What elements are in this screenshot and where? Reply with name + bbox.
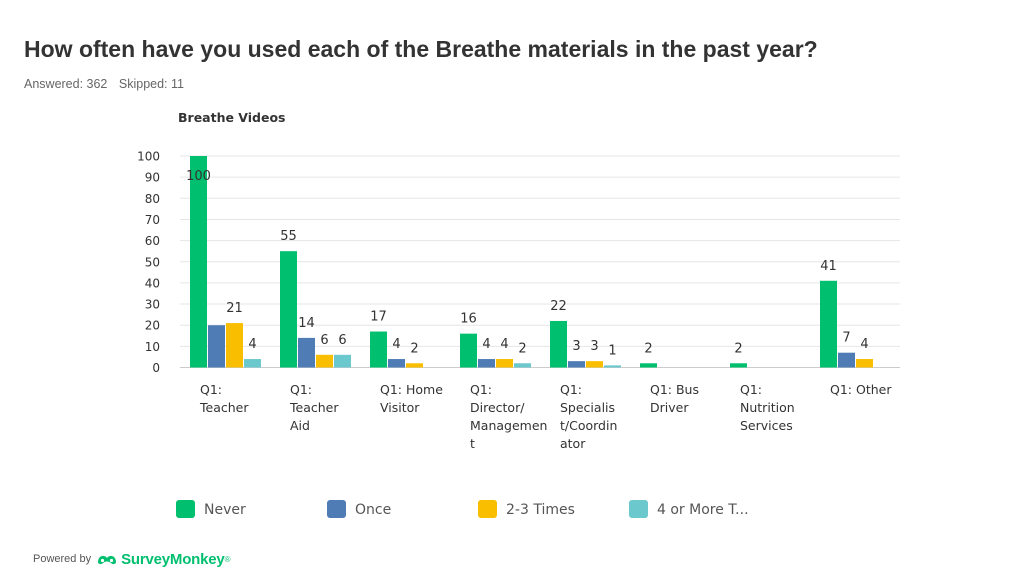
data-label: 1 xyxy=(608,343,616,358)
footer: Powered by SurveyMonkey ® xyxy=(33,548,230,570)
data-label: 4 xyxy=(500,337,508,352)
y-tick-label: 70 xyxy=(145,213,160,227)
bar xyxy=(838,352,855,368)
data-label: 3 xyxy=(572,339,580,354)
answered-count: Answered: 362 xyxy=(24,77,108,91)
y-tick-label: 0 xyxy=(152,361,160,375)
bar xyxy=(496,359,513,368)
bar xyxy=(370,331,387,368)
x-tick-label: Q1: Director/Managemen t xyxy=(470,382,547,451)
gridlines xyxy=(180,155,900,368)
y-tick-label: 30 xyxy=(145,298,160,312)
bar xyxy=(208,325,225,368)
data-label: 6 xyxy=(338,333,346,348)
bar xyxy=(478,359,495,368)
y-tick-label: 100 xyxy=(137,150,160,164)
data-label: 2 xyxy=(644,341,652,356)
data-label: 4 xyxy=(248,337,256,352)
legend-label: 2-3 Times xyxy=(506,502,575,518)
data-label: 14 xyxy=(298,316,315,331)
brand-name: SurveyMonkey xyxy=(121,550,225,568)
bar xyxy=(640,363,657,368)
x-tick-label: Q1: Home Visitor xyxy=(380,382,443,415)
surveymonkey-brand: SurveyMonkey ® xyxy=(96,551,230,568)
y-tick-label: 60 xyxy=(145,234,160,248)
x-tick-label: Q1: Teacher Aid xyxy=(289,382,339,433)
bar xyxy=(226,323,243,368)
skipped-count: Skipped: 11 xyxy=(118,77,184,91)
legend-item: 2-3 Times xyxy=(478,500,575,518)
data-label: 2 xyxy=(518,341,526,356)
x-tick-label: Q1: Specialis t/Coordin ator xyxy=(560,382,617,451)
trademark: ® xyxy=(224,554,231,564)
bar xyxy=(316,354,333,368)
data-label: 55 xyxy=(280,229,297,244)
legend-swatch xyxy=(478,500,497,518)
page-title: How often have you used each of the Brea… xyxy=(24,36,818,62)
legend-swatch xyxy=(327,500,346,518)
data-label: 4 xyxy=(860,337,868,352)
powered-by-text: Powered by xyxy=(33,553,92,565)
surveymonkey-logo-icon xyxy=(98,555,117,565)
data-label: 16 xyxy=(460,312,477,327)
legend-label: Never xyxy=(204,502,246,518)
legend-label: 4 or More T... xyxy=(657,502,749,518)
data-label: 41 xyxy=(820,259,837,274)
data-label: 4 xyxy=(392,337,400,352)
y-tick-label: 90 xyxy=(145,171,160,185)
data-label: 21 xyxy=(226,301,243,316)
bar xyxy=(388,359,405,368)
y-axis-ticks: 0 10 20 30 40 50 60 70 80 90 100 xyxy=(137,150,160,376)
legend-swatch xyxy=(629,500,648,518)
data-label: 22 xyxy=(550,299,567,314)
data-label: 4 xyxy=(482,337,490,352)
data-label: 17 xyxy=(370,310,387,325)
data-label: 2 xyxy=(410,341,418,356)
x-tick-label: Q1: Nutrition Services xyxy=(740,382,795,433)
bar xyxy=(730,363,747,368)
y-tick-label: 10 xyxy=(145,340,160,354)
legend-swatch xyxy=(176,500,195,518)
x-tick-label: Q1: Other xyxy=(830,382,892,397)
bar xyxy=(856,359,873,368)
bar xyxy=(604,365,621,368)
legend-item: Never xyxy=(176,500,246,518)
data-label: 7 xyxy=(842,331,850,346)
bar xyxy=(280,251,297,368)
x-tick-label: Q1: Teacher xyxy=(199,382,249,415)
bar xyxy=(820,280,837,368)
bar xyxy=(586,361,603,368)
bars xyxy=(190,156,873,368)
y-tick-label: 50 xyxy=(145,255,160,269)
bar xyxy=(190,156,207,368)
bar xyxy=(550,320,567,368)
legend: Never Once 2-3 Times 4 or More T... xyxy=(176,500,749,518)
bar xyxy=(334,354,351,368)
bar xyxy=(514,363,531,368)
bar xyxy=(406,363,423,368)
bar xyxy=(460,333,477,368)
bar xyxy=(298,337,315,368)
bar xyxy=(244,359,261,368)
response-summary: Answered: 362 Skipped: 11 xyxy=(24,77,192,91)
data-label: 2 xyxy=(734,341,742,356)
data-label: 3 xyxy=(590,339,598,354)
y-tick-label: 20 xyxy=(145,319,160,333)
bar xyxy=(568,361,585,368)
data-label: 6 xyxy=(320,333,328,348)
x-axis-labels: Q1: Teacher Q1: Teacher Aid Q1: Home Visitor Q1… xyxy=(199,382,892,451)
legend-item: Once xyxy=(327,500,391,518)
y-tick-label: 40 xyxy=(145,276,160,290)
data-label: 100 xyxy=(186,169,211,184)
chart-title: Breathe Videos xyxy=(178,110,286,125)
x-tick-label: Q1: Bus Driver xyxy=(650,382,699,415)
legend-label: Once xyxy=(355,502,391,518)
y-tick-label: 80 xyxy=(145,192,160,206)
legend-item: 4 or More T... xyxy=(629,500,749,518)
